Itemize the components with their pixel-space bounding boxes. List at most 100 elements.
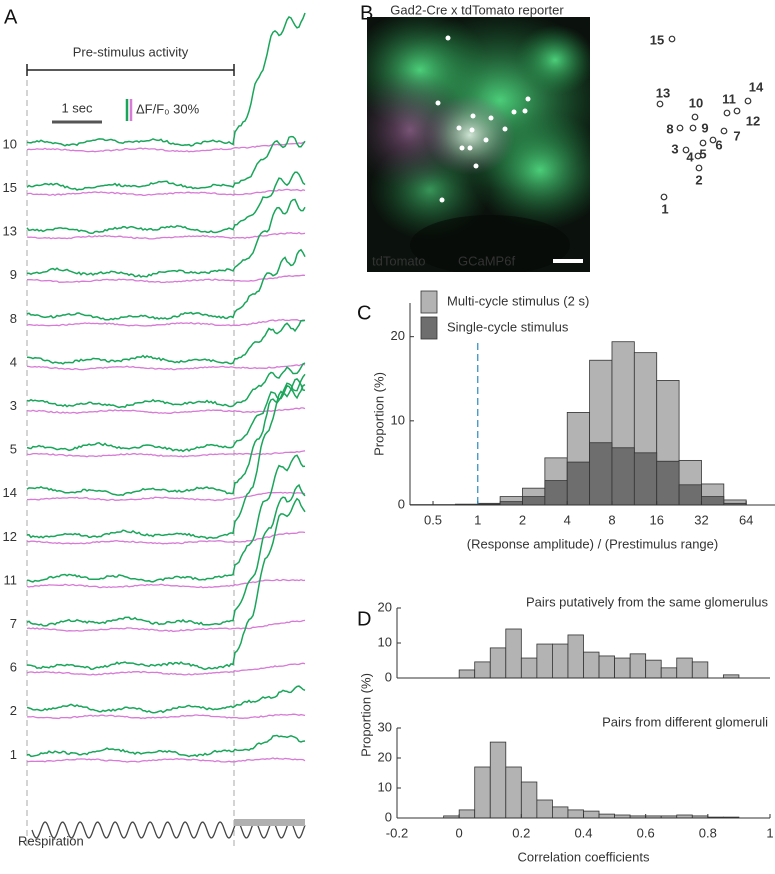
row-label: 8 (10, 311, 17, 326)
roi-marker (723, 109, 731, 117)
reference-trace (27, 274, 306, 284)
y-tick-label: 0 (385, 669, 392, 684)
x-tick-label: 0 (456, 825, 463, 840)
row-label: 4 (10, 354, 17, 369)
histogram-bar (583, 810, 600, 819)
roi-label: 2 (695, 172, 702, 187)
roi-marker (709, 136, 717, 144)
fluorescence-trace (26, 248, 306, 321)
respiration-trace (31, 821, 306, 839)
roi-label: 10 (689, 95, 703, 110)
x-tick-label: -0.2 (386, 825, 408, 840)
histogram-bar (598, 655, 615, 679)
histogram-bar (598, 813, 615, 819)
x-tick-label: 1 (474, 512, 481, 527)
stimulus-bar (234, 819, 305, 826)
histogram-bar (701, 496, 725, 506)
histogram-bar (520, 781, 538, 819)
legend-swatch (420, 290, 438, 314)
x-tick-label: 4 (564, 512, 571, 527)
reference-trace (26, 363, 306, 371)
roi-marker (694, 152, 702, 160)
histogram-bar (552, 806, 569, 819)
legend-swatch (420, 316, 438, 340)
histogram-bar (505, 628, 522, 679)
roi-marker (720, 127, 728, 135)
y-tick-label: 30 (378, 719, 392, 734)
fluorescence-trace (26, 319, 306, 365)
row-label: 10 (3, 136, 17, 151)
roi-marker (699, 139, 707, 147)
channel-label: GCaMP6f (458, 253, 515, 268)
reference-trace (26, 450, 306, 458)
x-axis-label: Correlation coefficients (518, 849, 650, 864)
histogram-bar (660, 667, 678, 679)
roi-label: 12 (746, 113, 760, 128)
fluorescence-trace (26, 685, 306, 714)
histogram-bar (499, 501, 523, 506)
reference-trace (26, 619, 306, 633)
fluorescence-trace (26, 734, 306, 758)
row-label: 5 (10, 442, 17, 457)
panel-label: D (357, 608, 371, 630)
histogram-bar (536, 799, 553, 819)
fluorescence-trace (26, 454, 306, 583)
x-tick-label: 0.2 (512, 825, 530, 840)
time-scale-label: 1 sec (61, 100, 93, 115)
reference-trace (26, 407, 306, 414)
x-axis-label: (Response amplitude) / (Prestimulus rang… (467, 536, 718, 551)
fluorescence-trace (26, 497, 306, 671)
y-tick-label: 10 (378, 779, 392, 794)
roi-marker (660, 193, 668, 201)
row-label: 15 (3, 180, 17, 195)
fluorescence-trace (26, 198, 306, 278)
row-label: 3 (10, 398, 17, 413)
histogram-bar (552, 643, 569, 679)
x-tick-label: 0.8 (699, 825, 717, 840)
histogram-bar (583, 651, 600, 679)
row-label: 14 (3, 485, 17, 500)
histogram-bar (629, 653, 647, 679)
y-tick-label: 10 (391, 412, 405, 427)
y-tick-label: 10 (378, 634, 392, 649)
histogram-bar (676, 657, 693, 679)
fluorescence-trace (26, 483, 306, 627)
dff-label: ΔF/F₀ 30% (136, 101, 200, 116)
row-label: 9 (10, 267, 17, 282)
histogram-bar (678, 484, 702, 506)
reference-trace (26, 578, 306, 589)
roi-label: 11 (722, 91, 736, 106)
panel-label: B (360, 2, 373, 24)
roi-marker (689, 124, 697, 132)
bracket (26, 64, 235, 76)
roi-label: 14 (749, 79, 764, 94)
histogram-bar (614, 657, 631, 679)
roi-label: 1 (661, 201, 668, 216)
histogram-bar (505, 766, 522, 819)
reference-trace (26, 231, 306, 240)
histogram-bar (567, 809, 584, 819)
x-tick-label: 0.5 (424, 512, 442, 527)
x-tick-label: 0.6 (637, 825, 655, 840)
row-label: 11 (4, 572, 18, 587)
y-tick-label: 20 (378, 749, 392, 764)
histogram-bar (566, 461, 591, 506)
row-label: 13 (3, 224, 17, 239)
bracket-label: Pre-stimulus activity (73, 44, 189, 59)
histogram-bar (520, 657, 538, 679)
roi-label: 6 (715, 137, 722, 152)
legend-label: Multi-cycle stimulus (2 s) (447, 293, 589, 308)
histogram-bar (489, 741, 507, 819)
roi-marker (733, 107, 741, 115)
fluorescence-trace (26, 362, 306, 409)
panel-label: C (357, 302, 371, 324)
fluorescence-trace (26, 384, 306, 453)
y-axis-label: Proportion (%) (371, 372, 386, 456)
reference-trace (26, 531, 306, 545)
respiration-label: Respiration (18, 833, 84, 848)
roi-marker (668, 35, 676, 43)
x-tick-label: 16 (649, 512, 663, 527)
image-title: Gad2-Cre x tdTomato reporter (390, 2, 564, 17)
roi-label: 3 (671, 141, 678, 156)
subplot-title: Pairs from different glomeruli (602, 714, 768, 729)
